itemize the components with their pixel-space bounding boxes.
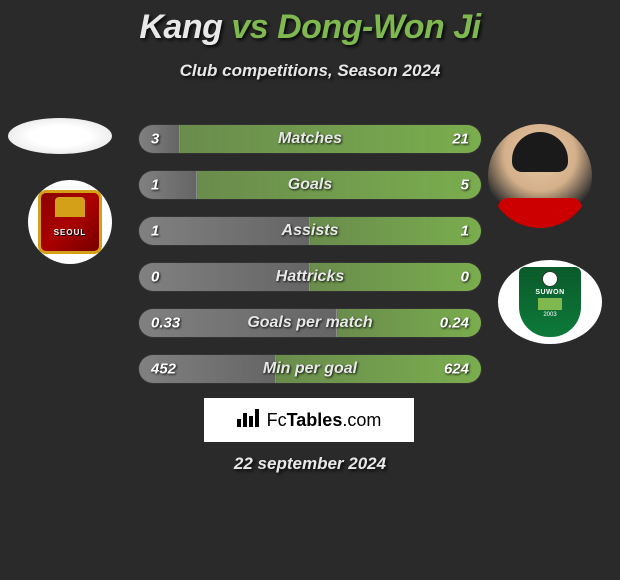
date-label: 22 september 2024	[0, 454, 620, 474]
seoul-badge-icon: SEOUL	[38, 190, 102, 254]
player1-avatar	[8, 118, 112, 154]
stat-row: 452 Min per goal 624	[138, 354, 482, 384]
ball-icon	[542, 271, 558, 287]
stat-row: 1 Assists 1	[138, 216, 482, 246]
stat-label: Min per goal	[263, 360, 357, 378]
seoul-badge-label: SEOUL	[54, 228, 87, 237]
stat-value-right: 5	[461, 177, 469, 194]
stat-value-left: 1	[151, 223, 159, 240]
stat-value-left: 0.33	[151, 315, 180, 332]
stat-value-right: 21	[452, 131, 469, 148]
stat-label: Goals per match	[247, 314, 372, 332]
stat-label: Goals	[288, 176, 332, 194]
infographic-root: Kang vs Dong-Won Ji Club competitions, S…	[0, 0, 620, 580]
suwon-badge-label: SUWON	[535, 289, 564, 296]
title-player2: Dong-Won Ji	[277, 8, 481, 46]
brand-suffix: .com	[342, 410, 381, 430]
suwon-badge-icon: SUWON 2003	[519, 267, 581, 337]
stat-value-left: 0	[151, 269, 159, 286]
stat-value-right: 624	[444, 361, 469, 378]
player2-club-badge: SUWON 2003	[498, 260, 602, 344]
brand-prefix: Fc	[267, 410, 287, 430]
stat-value-left: 1	[151, 177, 159, 194]
brand-bold: Tables	[287, 410, 343, 430]
stat-value-left: 3	[151, 131, 159, 148]
suwon-badge-year: 2003	[543, 312, 556, 318]
stat-row: 0.33 Goals per match 0.24	[138, 308, 482, 338]
chart-bars-icon	[237, 409, 261, 432]
stat-label: Hattricks	[276, 268, 344, 286]
stats-panel: 3 Matches 21 1 Goals 5 1 Assists 1 0 Hattricks 0 0.3…	[138, 124, 482, 400]
title: Kang vs Dong-Won Ji	[0, 0, 620, 47]
title-player1: Kang	[139, 8, 222, 46]
stat-row: 0 Hattricks 0	[138, 262, 482, 292]
stat-value-right: 0.24	[440, 315, 469, 332]
stat-bar-right	[197, 171, 481, 199]
stat-row: 3 Matches 21	[138, 124, 482, 154]
subtitle: Club competitions, Season 2024	[0, 61, 620, 81]
stat-bar-left	[139, 171, 197, 199]
castle-icon	[538, 298, 562, 310]
stat-label: Assists	[282, 222, 339, 240]
stat-bar-left	[139, 125, 180, 153]
stat-row: 1 Goals 5	[138, 170, 482, 200]
stat-value-left: 452	[151, 361, 176, 378]
brand-badge: FcTables.com	[204, 398, 414, 442]
player2-avatar	[488, 124, 592, 228]
stat-value-right: 0	[461, 269, 469, 286]
title-vs: vs	[231, 8, 268, 46]
player1-club-badge: SEOUL	[28, 180, 112, 264]
stat-value-right: 1	[461, 223, 469, 240]
stat-label: Matches	[278, 130, 342, 148]
brand-text: FcTables.com	[267, 410, 382, 431]
